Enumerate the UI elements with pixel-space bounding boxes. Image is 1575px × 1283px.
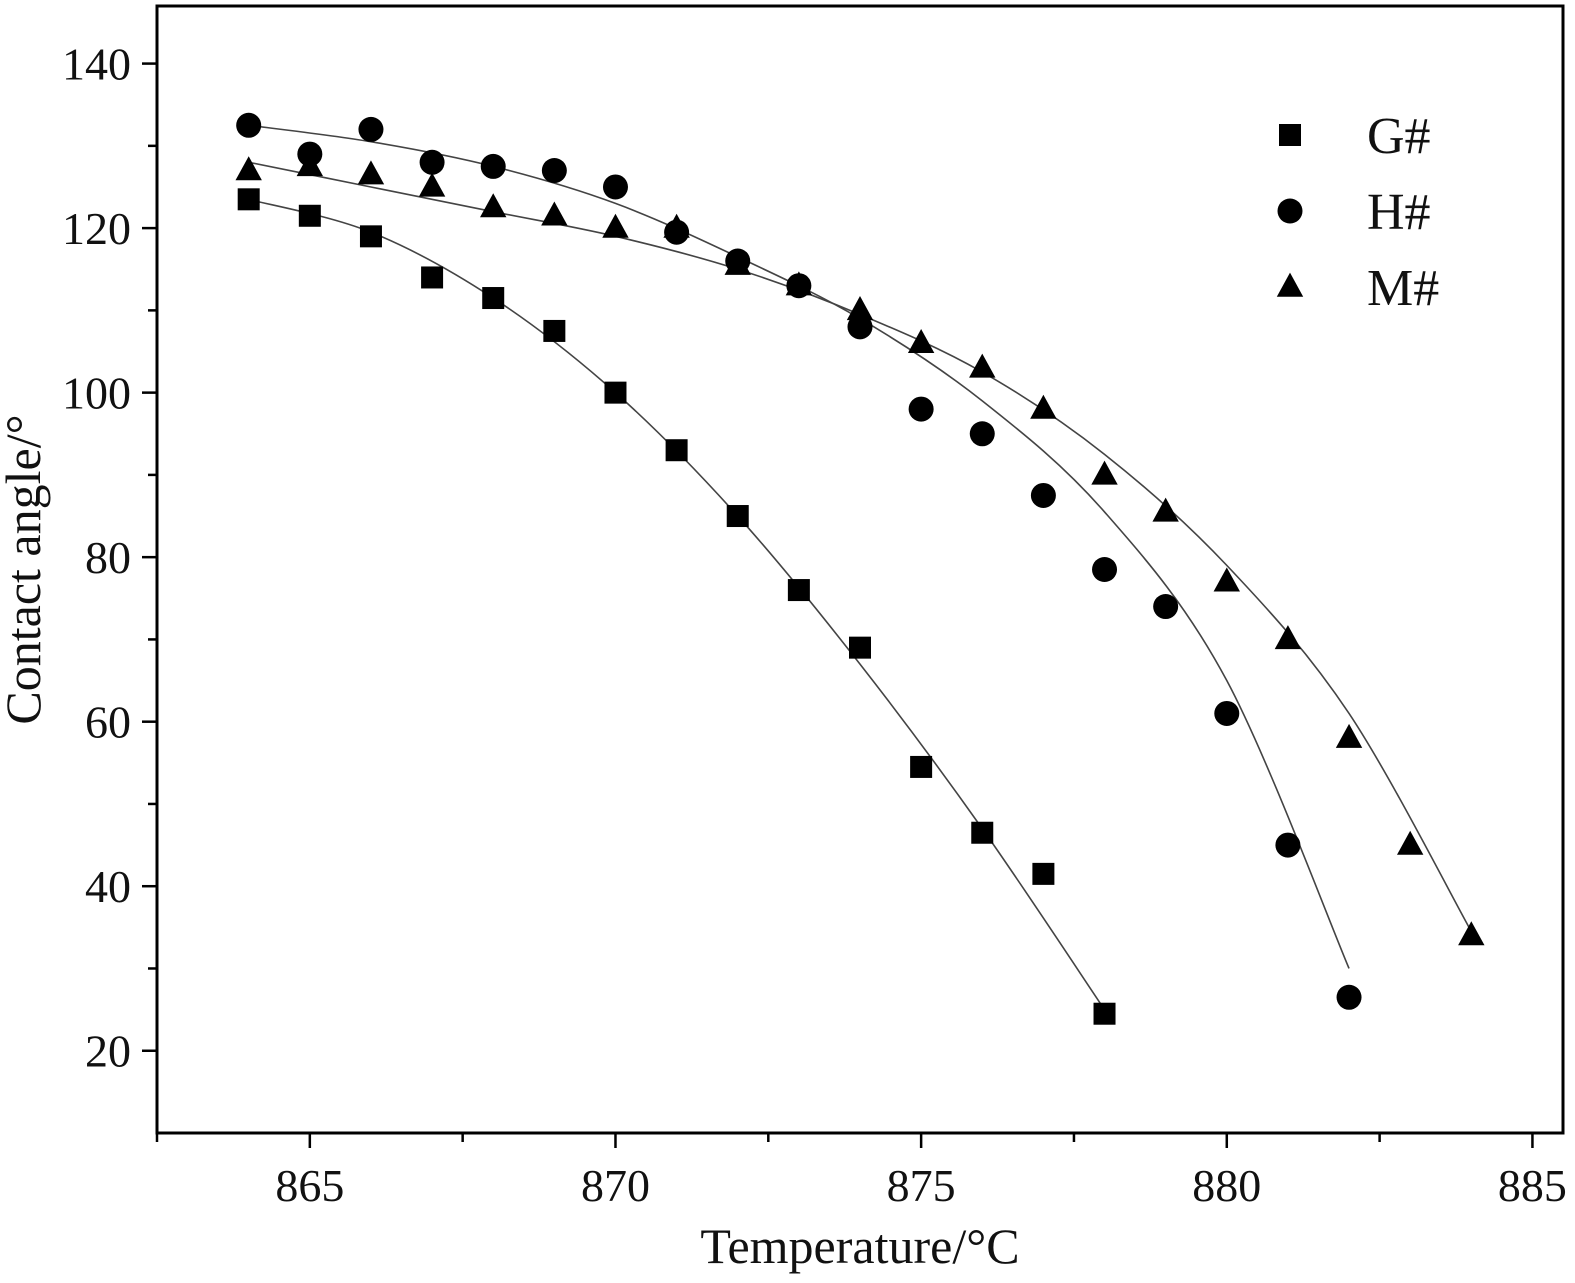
data-point-m xyxy=(1091,460,1118,485)
data-point-g xyxy=(543,319,566,342)
legend: G# H# M# xyxy=(1276,108,1439,317)
y-tick-label: 140 xyxy=(62,39,131,90)
x-tick-label: 885 xyxy=(1498,1160,1567,1211)
data-point-g xyxy=(665,439,688,462)
data-point-m xyxy=(1335,723,1363,748)
y-tick-label: 100 xyxy=(62,368,131,419)
data-point-g xyxy=(910,755,933,778)
y-tick-label: 20 xyxy=(85,1026,131,1077)
legend-marker-h xyxy=(1277,198,1303,224)
data-point-h xyxy=(1030,482,1056,508)
data-point-g xyxy=(359,225,382,248)
data-point-m xyxy=(418,172,446,197)
legend-label-h: H# xyxy=(1367,184,1431,241)
axes: 865 870 875 880 885 20 40 60 80 100 120 140 xyxy=(62,4,1567,1211)
data-point-h xyxy=(1092,557,1118,582)
data-markers xyxy=(235,112,1485,1025)
legend-marker-m xyxy=(1276,272,1304,297)
legend-label-g: G# xyxy=(1367,108,1431,165)
data-point-h xyxy=(1275,832,1301,858)
data-point-h xyxy=(969,421,995,447)
legend-label-m: M# xyxy=(1367,260,1439,317)
data-point-m xyxy=(663,213,690,238)
data-point-m xyxy=(357,160,385,185)
y-tick-label: 40 xyxy=(85,861,131,912)
data-point-g xyxy=(1032,862,1055,885)
data-point-g xyxy=(787,579,810,602)
data-point-m xyxy=(785,271,813,296)
data-point-h xyxy=(1336,984,1362,1010)
x-tick-label: 870 xyxy=(581,1160,650,1211)
data-point-h xyxy=(541,158,567,184)
x-tick-label: 880 xyxy=(1192,1160,1261,1211)
data-point-g xyxy=(726,505,749,528)
data-point-m xyxy=(1152,497,1179,522)
data-point-h xyxy=(480,153,506,179)
data-point-h xyxy=(602,174,628,200)
data-point-h xyxy=(1153,594,1179,620)
x-tick-label: 865 xyxy=(275,1160,344,1211)
legend-marker-g xyxy=(1279,124,1301,146)
data-point-m xyxy=(724,250,751,275)
data-point-m xyxy=(541,201,568,226)
fit-lines xyxy=(248,124,1472,1011)
data-point-g xyxy=(421,266,444,289)
data-point-h xyxy=(236,112,262,138)
data-point-h xyxy=(358,116,384,142)
y-tick-label: 120 xyxy=(62,203,131,254)
plot-frame xyxy=(155,4,1565,1135)
x-axis-title: Temperature/°C xyxy=(700,1218,1019,1274)
data-point-m xyxy=(969,353,996,378)
x-tick-label: 875 xyxy=(887,1160,956,1211)
data-point-g xyxy=(237,188,260,211)
fit-line-g xyxy=(248,198,1106,1011)
data-point-g xyxy=(482,287,505,310)
data-point-g xyxy=(1093,1002,1116,1025)
data-point-h xyxy=(1214,700,1240,726)
data-point-h xyxy=(847,314,873,340)
data-point-m xyxy=(1213,567,1240,592)
y-tick-label: 80 xyxy=(85,532,131,583)
data-point-m xyxy=(1030,394,1057,419)
data-point-m xyxy=(296,152,324,177)
y-axis-title: Contact angle/° xyxy=(0,414,51,724)
data-point-g xyxy=(298,204,321,227)
data-point-g xyxy=(849,636,871,659)
y-tick-label: 60 xyxy=(85,697,131,748)
data-point-g xyxy=(971,821,994,844)
data-point-m xyxy=(1396,830,1424,855)
data-point-m xyxy=(1458,921,1485,946)
data-point-h xyxy=(419,149,445,175)
data-point-m xyxy=(846,296,874,321)
data-point-m xyxy=(480,193,507,218)
data-point-m xyxy=(602,213,629,238)
data-point-m xyxy=(235,156,262,181)
data-point-h xyxy=(908,396,934,422)
data-point-m xyxy=(1274,625,1302,650)
data-point-m xyxy=(907,328,935,353)
data-point-g xyxy=(604,381,627,404)
